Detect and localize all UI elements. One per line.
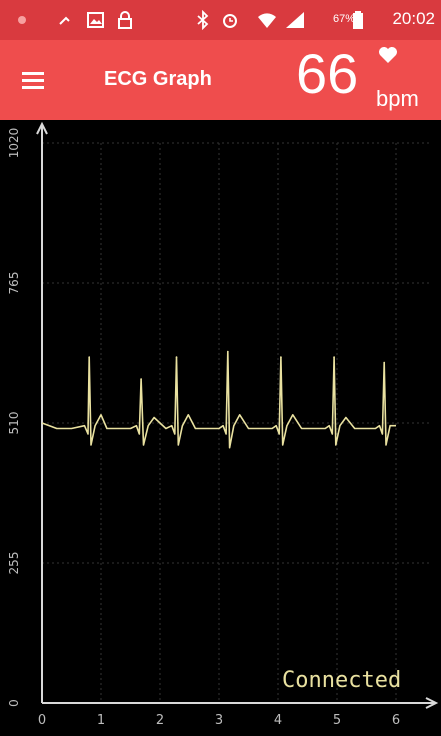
battery-percent: 67%	[332, 13, 355, 25]
app-bar: ECG Graph 66 bpm	[0, 40, 441, 120]
r-peak-point	[175, 356, 178, 358]
x-tick-label: 6	[392, 713, 400, 728]
heart-rate-value: 66	[296, 42, 359, 105]
y-tick-label: 510	[7, 412, 21, 435]
bluetooth-icon	[197, 10, 209, 30]
r-peak-point	[227, 350, 229, 353]
notification-icon	[18, 16, 26, 24]
x-tick-label: 3	[215, 713, 223, 728]
x-tick-label: 1	[97, 713, 105, 728]
r-peak-point	[333, 356, 335, 358]
r-peak-point	[383, 361, 386, 364]
x-tick-label: 4	[274, 713, 282, 728]
r-peak-point	[88, 356, 90, 358]
status-time: 20:02	[392, 9, 435, 28]
connection-status: Connected	[282, 668, 402, 693]
missed-call-icon	[59, 16, 70, 25]
signal-icon	[286, 12, 304, 28]
y-tick-label: 765	[7, 272, 21, 295]
x-tick-label: 2	[156, 713, 164, 728]
y-tick-label: 0	[7, 699, 21, 707]
x-axis-arrow	[425, 697, 439, 709]
r-peak-point	[280, 356, 282, 358]
wifi-icon	[258, 13, 276, 28]
y-tick-label: 1020	[7, 128, 21, 159]
y-axis-arrow	[36, 121, 48, 135]
ecg-trace	[41, 350, 396, 449]
y-tick-label: 255	[7, 552, 21, 575]
image-icon	[87, 12, 104, 28]
ecg-chart: 0 255 510 765 1020 0 1 2 3 4 5 6	[7, 121, 439, 728]
heart-icon	[379, 47, 397, 63]
ecg-plot-area: 0 255 510 765 1020 0 1 2 3 4 5 6	[0, 120, 441, 731]
r-peak-point	[140, 378, 142, 380]
menu-icon[interactable]	[20, 66, 48, 94]
battery-icon	[353, 11, 363, 29]
alarm-icon	[223, 14, 237, 28]
lock-icon	[118, 11, 132, 29]
heart-rate-unit: bpm	[376, 86, 419, 111]
x-tick-label: 5	[333, 713, 341, 728]
status-bar: 67% 20:02	[0, 0, 441, 40]
page-title: ECG Graph	[104, 68, 212, 90]
x-tick-label: 0	[38, 713, 46, 728]
